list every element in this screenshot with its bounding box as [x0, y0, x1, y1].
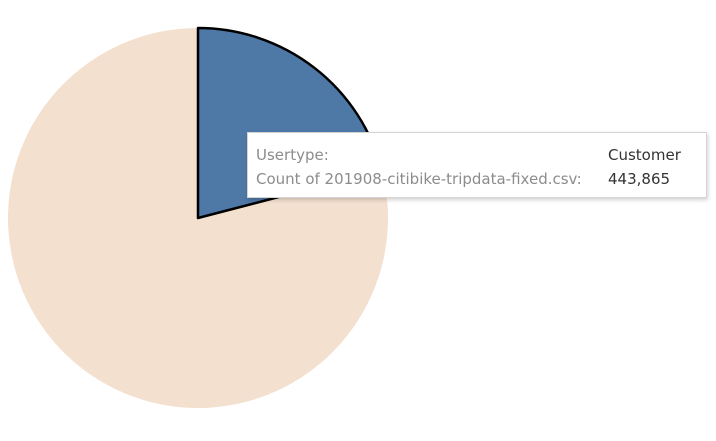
tooltip-label-count: Count of 201908-citibike-tripdata-fixed.…: [256, 170, 582, 188]
tooltip-label-usertype: Usertype:: [256, 146, 329, 164]
tooltip: Usertype: Customer Count of 201908-citib…: [247, 132, 707, 198]
tooltip-value-count: 443,865: [608, 170, 671, 188]
pie-slices: [8, 26, 389, 408]
tooltip-value-usertype: Customer: [608, 146, 681, 164]
